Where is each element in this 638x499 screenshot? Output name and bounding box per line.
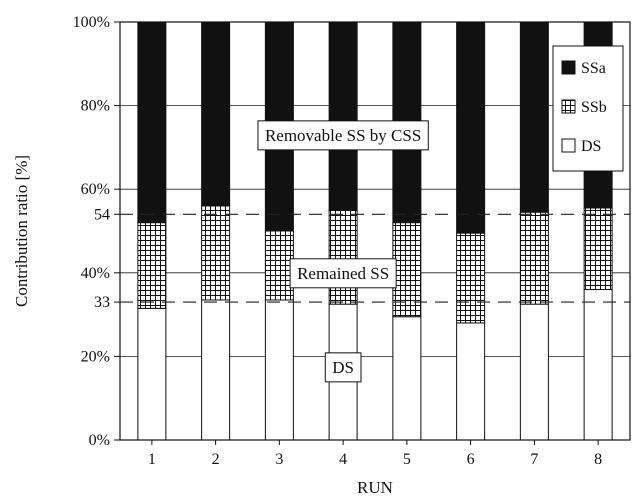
y-tick-label: 33 — [94, 294, 110, 311]
bar-segment-ssa-run-2 — [201, 21, 231, 207]
x-tick-label: 8 — [594, 451, 602, 468]
bar-segment-ssb-run-7 — [519, 211, 549, 305]
bar-segment-ds-run-5 — [392, 316, 422, 441]
y-tick-label: 54 — [94, 206, 110, 223]
y-tick-label: 100% — [73, 14, 110, 31]
annotation-box — [257, 120, 429, 151]
annotation-box — [289, 258, 397, 289]
bar-segment-ssa-run-7 — [519, 21, 549, 213]
legend-label-ssa: SSa — [581, 60, 606, 77]
bar-segment-ssb-run-3 — [264, 230, 294, 301]
bar-segment-ds-run-6 — [456, 322, 486, 441]
y-tick-label: 20% — [81, 348, 110, 365]
annotation-box — [324, 352, 362, 383]
annotations: Removable SS by CSS Remained SS DS — [257, 120, 429, 383]
bar-segment-ds-run-2 — [201, 299, 231, 441]
bar-segment-ds-run-8 — [583, 289, 613, 441]
annotation-label: Removable SS by CSS — [265, 126, 421, 145]
bar-segment-ssb-run-6 — [456, 232, 486, 324]
x-tick-label: 3 — [275, 451, 283, 468]
y-tick-label: 60% — [81, 181, 110, 198]
legend-swatch-ds — [561, 138, 576, 153]
bar-segment-ds-run-1 — [137, 307, 167, 441]
annotation-label: DS — [332, 358, 354, 377]
x-axis-ticks: 1 2 3 4 5 6 7 8 — [148, 440, 602, 468]
bar-segment-ssb-run-5 — [392, 222, 422, 318]
x-axis-title: RUN — [357, 478, 393, 497]
x-tick-label: 5 — [403, 451, 411, 468]
annotation-label: Remained SS — [297, 264, 389, 283]
plot-frame — [119, 21, 631, 441]
bar-segment-ssb-run-1 — [137, 222, 167, 309]
y-axis-ticks: 0% 20% 33 40% 54 60% 80% 100% — [73, 14, 120, 449]
bar-segment-ssa-run-4 — [328, 21, 358, 211]
y-tick-label: 40% — [81, 265, 110, 282]
legend-swatch-ssb — [561, 99, 576, 114]
bar-segment-ssb-run-4 — [328, 209, 358, 305]
legend-label-ds: DS — [581, 138, 601, 155]
bar-segment-ds-run-3 — [264, 299, 294, 441]
reference-lines — [120, 213, 630, 303]
legend: SSa SSb DS — [552, 45, 624, 172]
bar-segment-ssb-run-2 — [201, 205, 231, 301]
legend-swatch-ssa — [561, 60, 576, 75]
x-tick-label: 4 — [339, 451, 347, 468]
x-tick-label: 6 — [467, 451, 475, 468]
y-tick-label: 0% — [89, 432, 110, 449]
bar-segment-ssa-run-6 — [456, 21, 486, 234]
x-tick-label: 7 — [530, 451, 538, 468]
x-tick-label: 1 — [148, 451, 156, 468]
bar-segment-ds-run-7 — [519, 303, 549, 441]
bar-segment-ssa-run-1 — [137, 21, 167, 224]
x-tick-label: 2 — [212, 451, 220, 468]
bar-segment-ssb-run-8 — [583, 207, 613, 291]
y-axis-title: Contribution ratio [%] — [12, 155, 31, 307]
y-tick-label: 80% — [81, 98, 110, 115]
legend-label-ssb: SSb — [581, 99, 607, 116]
